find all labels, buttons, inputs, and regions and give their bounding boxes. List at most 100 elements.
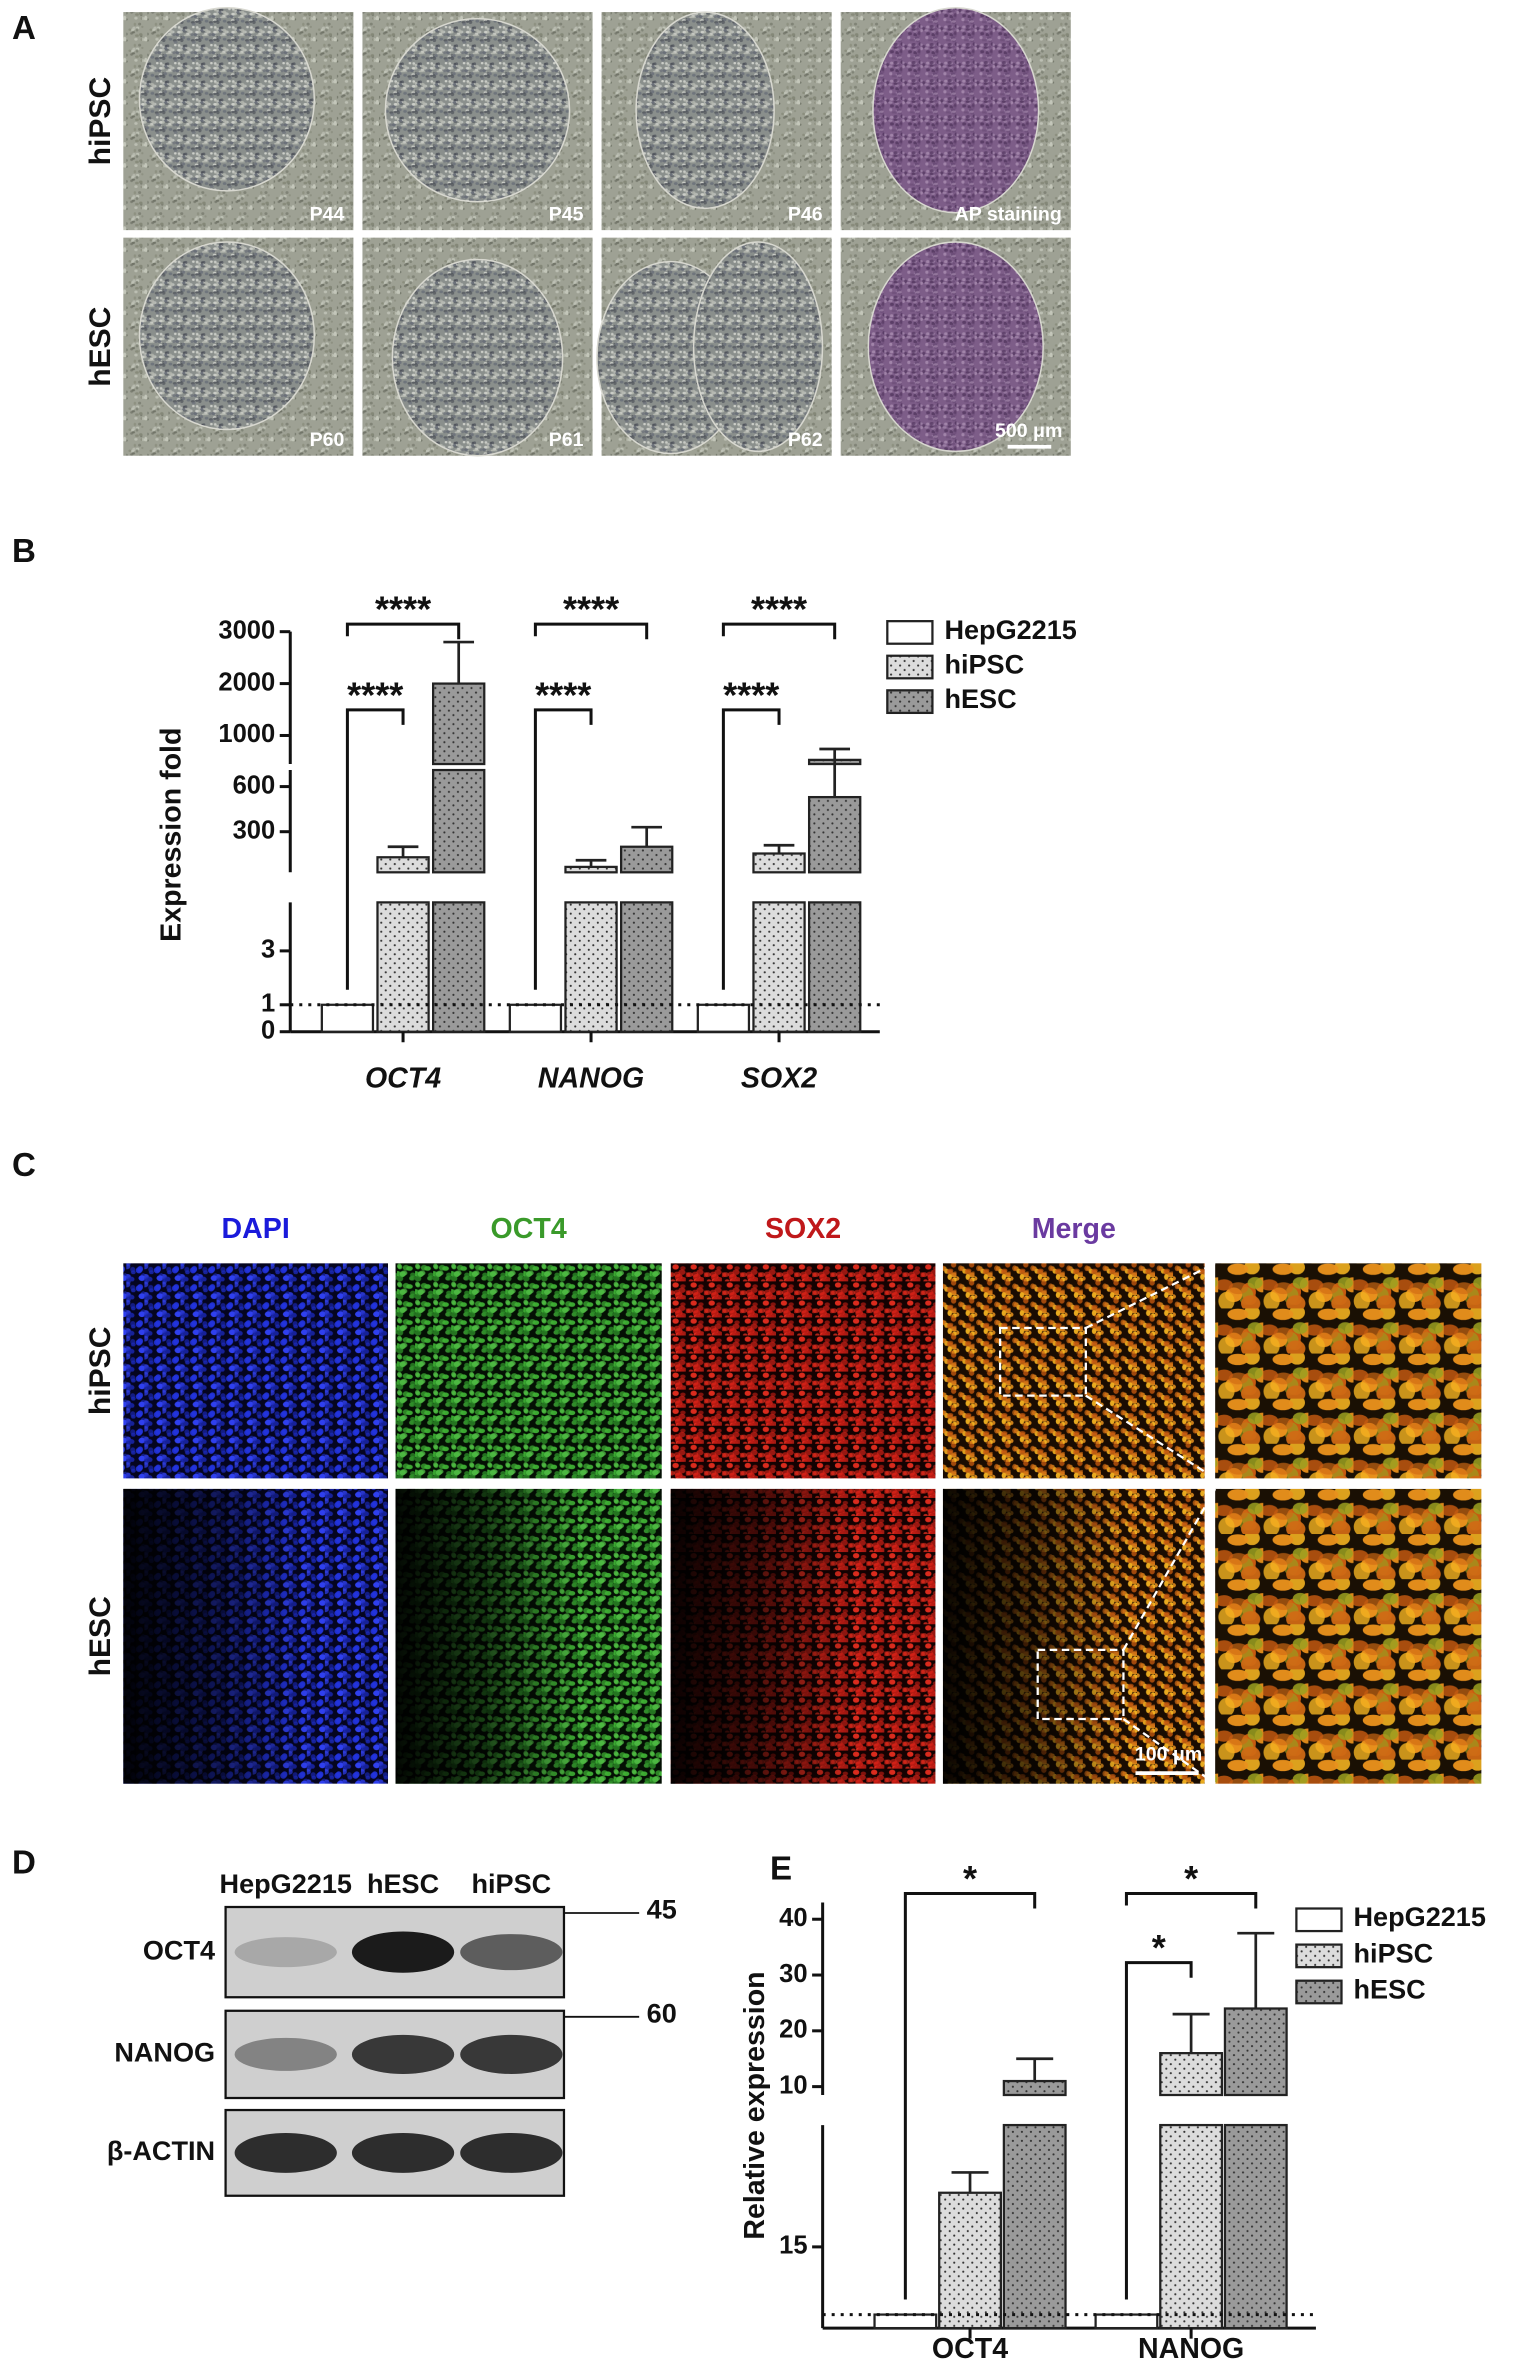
- y-axis-label: Expression fold: [155, 728, 187, 942]
- channel-label: Merge: [1032, 1213, 1116, 1245]
- panel-label: B: [12, 533, 36, 570]
- x-tick-label: SOX2: [741, 1062, 817, 1094]
- y-axis-label: Relative expression: [739, 1971, 771, 2239]
- blot-band: [351, 2034, 455, 2074]
- error-bar: [387, 845, 419, 858]
- bar: [752, 852, 806, 874]
- image-shade: [123, 1488, 389, 1784]
- channel-label: OCT4: [491, 1213, 567, 1245]
- significance-label: *: [1184, 1858, 1198, 1899]
- bar: [1159, 2052, 1224, 2097]
- row-label: OCT4: [143, 1934, 215, 1965]
- bar: [873, 2313, 938, 2330]
- legend-label: HepG2215: [1354, 1901, 1486, 1932]
- y-tick-label: 3000: [218, 616, 275, 644]
- bar: [1002, 2079, 1067, 2097]
- image-shade: [670, 1488, 936, 1784]
- bar: [1223, 2123, 1288, 2330]
- bar: [432, 768, 486, 874]
- significance-bracket: [533, 708, 593, 990]
- y-tick-label: 30: [779, 1960, 807, 1988]
- fluorescence-image: [942, 1263, 1205, 1479]
- colony: [867, 241, 1044, 453]
- legend-swatch: [886, 620, 934, 645]
- significance-label: ****: [535, 674, 591, 715]
- legend-label: hiPSC: [1354, 1937, 1434, 1968]
- legend-label: hiPSC: [944, 648, 1024, 679]
- legend-swatch: [1295, 1907, 1343, 1933]
- blot-band: [351, 2132, 455, 2173]
- blot-band: [234, 1937, 337, 1968]
- error-bar: [763, 843, 795, 854]
- significance-label: ****: [347, 674, 403, 715]
- x-tick-label: NANOG: [538, 1062, 644, 1094]
- row-label: hiPSC: [84, 1327, 117, 1416]
- lane-label: hiPSC: [471, 1868, 551, 1899]
- channel-label: SOX2: [765, 1213, 841, 1245]
- blot-band: [234, 2037, 337, 2071]
- bar: [376, 901, 430, 1033]
- blot-band: [460, 2132, 563, 2173]
- image-caption: P44: [310, 203, 345, 225]
- legend-swatch: [886, 689, 934, 715]
- bar: [1002, 2123, 1067, 2330]
- zoom-line: [1122, 1488, 1217, 1651]
- bar: [696, 1003, 751, 1033]
- y-tick-label: 300: [233, 816, 276, 844]
- y-tick-label: 0: [261, 1016, 275, 1044]
- error-bar: [575, 858, 607, 867]
- y-tick-label: 40: [779, 1904, 807, 1932]
- image-caption: P45: [549, 203, 584, 225]
- legend-swatch: [886, 654, 934, 680]
- significance-bracket: [533, 622, 649, 640]
- bar: [1159, 2123, 1224, 2330]
- image-caption: P61: [549, 429, 584, 451]
- colony: [384, 17, 571, 203]
- significance-bracket: [1124, 1961, 1193, 2300]
- colony: [635, 11, 775, 210]
- panel-label: C: [12, 1147, 36, 1184]
- image-caption: AP staining: [955, 203, 1062, 225]
- bar: [564, 865, 618, 874]
- error-bar: [951, 2171, 989, 2193]
- bar: [432, 682, 486, 766]
- blot-band: [460, 1934, 563, 1971]
- bar: [564, 901, 618, 1033]
- error-bar: [1237, 1931, 1275, 2009]
- marker-label: 60: [647, 1997, 677, 2028]
- panel-label: E: [770, 1851, 792, 1888]
- y-tick-label: 600: [233, 771, 276, 799]
- colony: [692, 241, 824, 453]
- significance-label: ****: [751, 589, 807, 630]
- y-tick-label: 2000: [218, 668, 275, 696]
- bar: [320, 1003, 375, 1033]
- significance-bracket: [345, 708, 405, 990]
- image-caption: P46: [788, 203, 823, 225]
- panel-label: A: [12, 10, 36, 47]
- bar: [432, 901, 486, 1033]
- row-label: hESC: [84, 307, 117, 387]
- error-bar: [1016, 2057, 1054, 2082]
- image-shade: [942, 1488, 1205, 1784]
- bar: [1094, 2313, 1159, 2330]
- legend-swatch: [1295, 1943, 1343, 1969]
- significance-bracket: [345, 622, 461, 640]
- image-shade: [395, 1488, 662, 1784]
- significance-label: ****: [563, 589, 619, 630]
- row-label: NANOG: [114, 2037, 215, 2068]
- significance-bracket: [903, 1891, 1037, 2300]
- x-tick-label: OCT4: [365, 1062, 441, 1094]
- fluorescence-image: [123, 1263, 389, 1479]
- y-tick-label: 1000: [218, 720, 275, 748]
- bar: [807, 795, 862, 874]
- legend-label: hESC: [1354, 1973, 1426, 2004]
- error-bar: [443, 640, 475, 684]
- error-bar: [819, 747, 851, 798]
- bar: [508, 1003, 563, 1033]
- y-tick-label: 1: [261, 990, 275, 1018]
- lane-label: HepG2215: [220, 1868, 352, 1899]
- y-tick-label: 3: [261, 936, 275, 964]
- scale-bar-label: 500 μm: [995, 420, 1062, 442]
- colony: [391, 258, 564, 457]
